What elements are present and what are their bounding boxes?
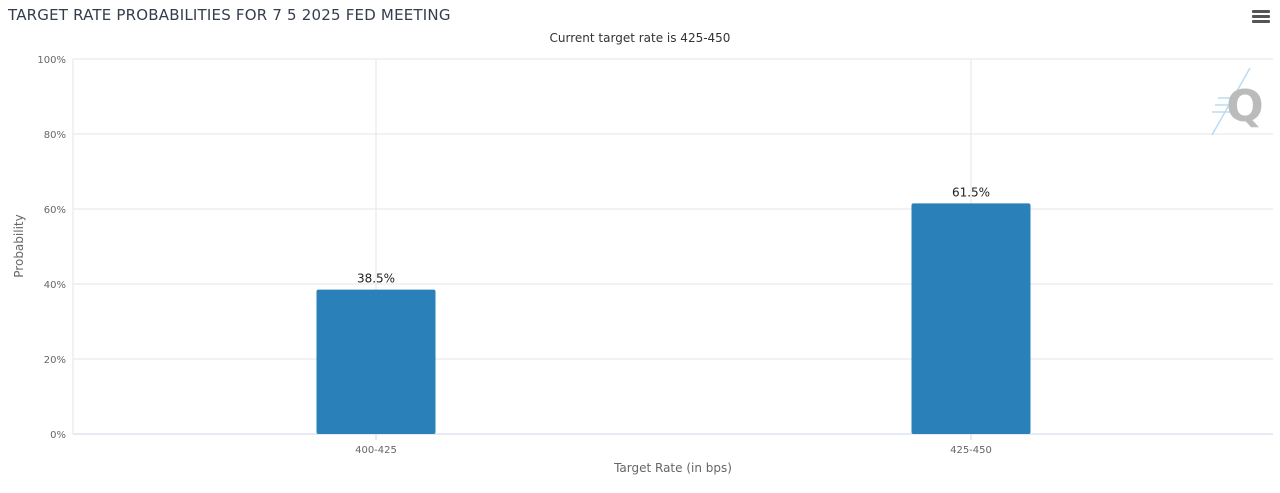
chart-title: TARGET RATE PROBABILITIES FOR 7 5 2025 F…: [8, 6, 451, 24]
x-axis-title: Target Rate (in bps): [613, 461, 732, 475]
y-tick-label: 20%: [44, 355, 66, 366]
chart-subtitle: Current target rate is 425-450: [549, 31, 731, 45]
y-tick-label: 100%: [37, 55, 66, 66]
y-tick-label: 80%: [44, 130, 66, 141]
y-tick-label: 0%: [50, 430, 66, 441]
data-label: 61.5%: [952, 185, 990, 199]
svg-text:Q: Q: [1226, 81, 1263, 132]
watermark-logo: Q: [1211, 67, 1264, 136]
y-axis-title: Probability: [12, 214, 26, 277]
hamburger-menu-icon[interactable]: [1252, 10, 1270, 24]
x-tick-label: 425-450: [950, 445, 992, 456]
x-tick-label: 400-425: [355, 445, 397, 456]
bar: [316, 289, 436, 434]
y-tick-label: 40%: [44, 280, 66, 291]
y-tick-label: 60%: [44, 205, 66, 216]
bar: [911, 203, 1031, 434]
data-label: 38.5%: [357, 272, 395, 286]
